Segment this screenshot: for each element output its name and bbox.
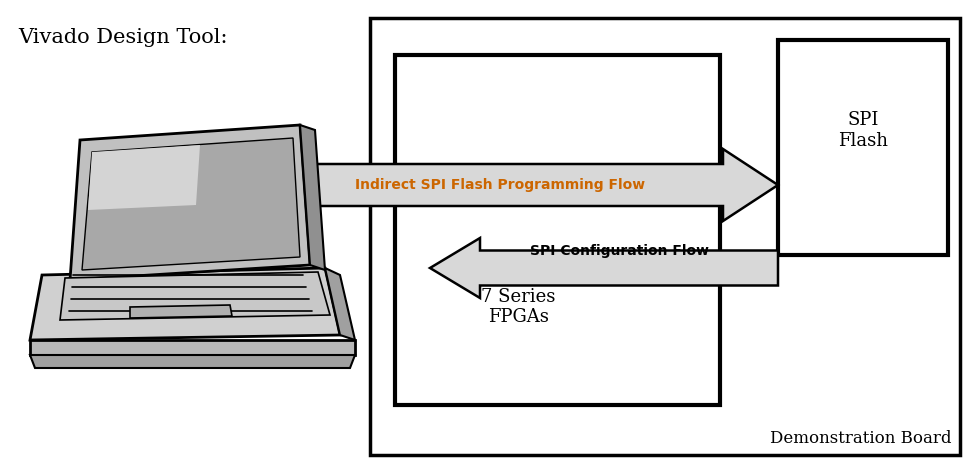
Polygon shape [325, 268, 355, 340]
Polygon shape [30, 355, 355, 368]
Polygon shape [60, 272, 330, 320]
Text: Indirect SPI Flash Programming Flow: Indirect SPI Flash Programming Flow [355, 178, 645, 192]
Text: SPI Configuration Flow: SPI Configuration Flow [531, 244, 709, 258]
Polygon shape [30, 340, 355, 355]
Text: Vivado Design Tool:: Vivado Design Tool: [18, 28, 228, 47]
Bar [370, 18, 960, 455]
Text: 7 Series
FPGAs: 7 Series FPGAs [482, 288, 556, 326]
Text: SPI
Flash: SPI Flash [838, 111, 888, 150]
Bar [778, 40, 948, 255]
Polygon shape [300, 125, 325, 270]
Polygon shape [430, 238, 778, 298]
Polygon shape [240, 149, 778, 221]
Polygon shape [130, 305, 232, 318]
Polygon shape [70, 125, 310, 280]
Polygon shape [88, 145, 200, 210]
Text: Demonstration Board: Demonstration Board [771, 430, 952, 447]
Bar [395, 55, 720, 405]
Polygon shape [82, 138, 300, 270]
Polygon shape [30, 268, 340, 340]
